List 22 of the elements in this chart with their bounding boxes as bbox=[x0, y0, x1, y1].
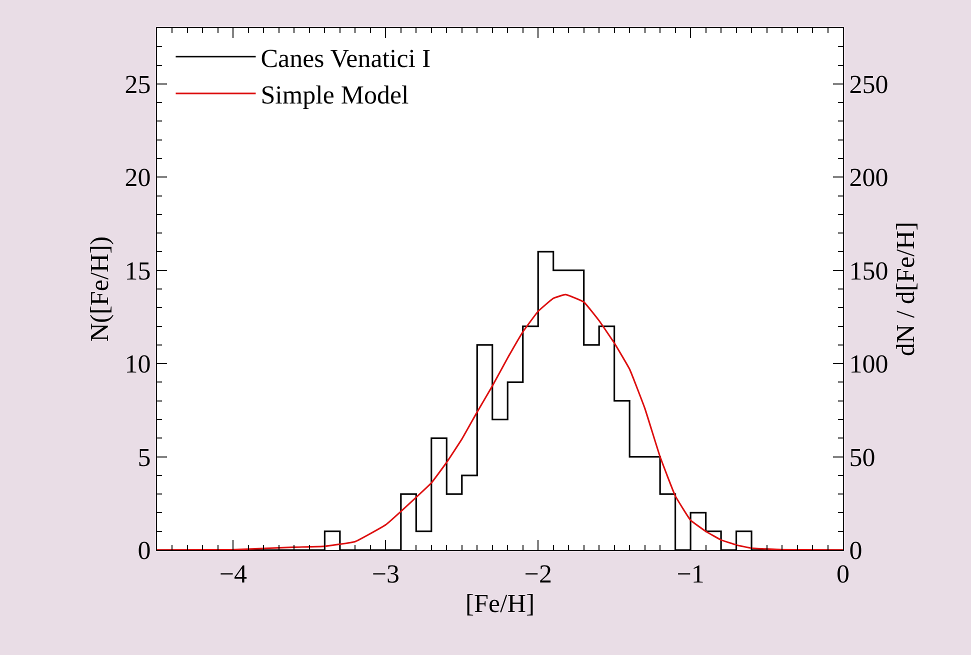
y2-tick-label: 50 bbox=[849, 442, 876, 472]
y-axis-title: N([Fe/H]) bbox=[85, 236, 114, 342]
legend-label: Simple Model bbox=[260, 80, 409, 110]
y2-tick-label: 100 bbox=[849, 350, 888, 379]
y2-tick-label: 0 bbox=[849, 536, 862, 566]
x-tick-label: −3 bbox=[372, 559, 400, 588]
y-tick-label: 10 bbox=[124, 350, 151, 379]
y2-tick-label: 150 bbox=[849, 256, 888, 286]
y-tick-label: 15 bbox=[124, 256, 151, 286]
y-tick-label: 5 bbox=[138, 442, 151, 472]
legend-label: Canes Venatici I bbox=[260, 44, 431, 73]
y2-tick-label: 250 bbox=[849, 70, 888, 100]
y-tick-label: 25 bbox=[124, 70, 151, 100]
y-tick-label: 0 bbox=[138, 536, 151, 566]
x-tick-label: −4 bbox=[219, 559, 248, 588]
y2-tick-label: 200 bbox=[849, 163, 888, 192]
x-axis-title: [Fe/H] bbox=[465, 589, 535, 618]
y-tick-label: 20 bbox=[124, 163, 151, 192]
x-tick-label: −2 bbox=[524, 559, 552, 588]
y2-axis-title: dN / d[Fe/H] bbox=[891, 222, 920, 356]
x-tick-label: 0 bbox=[836, 559, 850, 588]
x-tick-label: −1 bbox=[676, 559, 704, 588]
